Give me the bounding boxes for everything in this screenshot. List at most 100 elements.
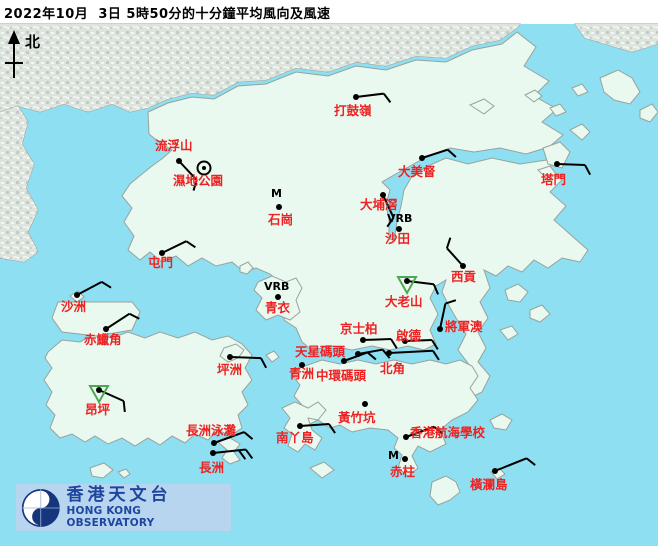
- station-label: 石崗: [267, 212, 293, 227]
- wind-barb-shaft: [388, 349, 433, 354]
- station-central-pier: 中環碼頭: [316, 351, 377, 383]
- wind-barb-feather: [238, 449, 247, 460]
- station-hk-sea-school: 香港航海學校: [403, 425, 486, 440]
- station-label: 橫瀾島: [470, 477, 508, 492]
- station-label: 打鼓嶺: [334, 103, 372, 118]
- wind-barb-feather: [328, 423, 336, 434]
- wind-barb-feather: [245, 448, 254, 460]
- station-label: 天星碼頭: [295, 344, 346, 359]
- station-cheung-chau: 長洲: [199, 448, 254, 475]
- outlying-islands: [69, 69, 658, 506]
- compass-arrowhead-icon: [8, 30, 20, 44]
- station-chek-lap-kok: 赤鱲角: [84, 312, 140, 347]
- station-dot: [362, 401, 368, 407]
- station-dot: [276, 204, 282, 210]
- station-dot: [380, 192, 386, 198]
- station-label: 流浮山: [155, 138, 193, 153]
- station-tseung-kwan-o: 將軍澳: [437, 299, 483, 334]
- wind-barb-shaft: [446, 247, 464, 267]
- station-dot: [210, 450, 216, 456]
- wind-barb-shaft: [421, 148, 448, 159]
- north-compass: 北: [5, 30, 40, 78]
- wind-barb-shaft: [98, 389, 125, 402]
- wind-barb-feather: [445, 299, 457, 305]
- wind-barb-shaft: [105, 312, 131, 330]
- station-dot: [403, 434, 409, 440]
- station-label: 大埔滘: [360, 197, 398, 212]
- station-aux-label: VRB: [387, 212, 412, 225]
- station-label: 赤柱: [390, 464, 416, 479]
- station-cheung-chau-beach: 長洲泳灘: [186, 423, 254, 446]
- wind-barb-feather: [447, 148, 457, 158]
- shenzhen-urban-area: [0, 23, 658, 263]
- station-label: 黃竹坑: [337, 410, 376, 425]
- wind-barb-feather: [432, 283, 440, 295]
- station-label: 沙洲: [61, 299, 86, 314]
- station-aux-label: M: [271, 187, 282, 200]
- station-label: 大老山: [385, 294, 423, 309]
- station-label: 大美督: [398, 164, 436, 179]
- wind-barb-shaft: [494, 457, 527, 472]
- hko-name-chinese: 香港天文台: [66, 484, 172, 505]
- station-dot: [96, 387, 102, 393]
- hong-kong-land: [43, 31, 658, 506]
- wind-barb-shaft: [556, 163, 586, 166]
- wind-vane-triangle-icon: [88, 385, 110, 405]
- station-label: 啟德: [396, 328, 422, 343]
- wind-barb-feather: [431, 339, 439, 350]
- station-dot: [396, 226, 402, 232]
- wind-barb-shaft: [355, 92, 384, 98]
- wind-barb-shaft: [161, 240, 187, 254]
- station-label: 屯門: [148, 255, 173, 270]
- station-dot: [341, 358, 347, 364]
- calm-wind-symbol-ring: [196, 160, 212, 176]
- station-dot: [297, 423, 303, 429]
- station-dot: [554, 161, 560, 167]
- wind-barb-feather: [129, 312, 140, 320]
- station-dot: [159, 250, 165, 256]
- wind-barb-feather: [584, 164, 592, 176]
- wind-barb-feather: [381, 349, 391, 359]
- station-label: 將軍澳: [445, 319, 483, 334]
- station-dot: [103, 326, 109, 332]
- wind-barb-shaft: [299, 422, 329, 427]
- station-label: 西貢: [451, 269, 477, 284]
- wind-barb-shaft: [76, 280, 103, 296]
- station-stanley: 赤柱 M: [388, 449, 416, 479]
- station-dot: [353, 94, 359, 100]
- station-lau-fau-shan: 流浮山: [155, 138, 198, 191]
- wind-barb-shaft: [382, 194, 395, 219]
- north-label: 北: [25, 33, 40, 51]
- hko-emblem-icon: [21, 488, 60, 527]
- station-lamma-island: 南丫島: [276, 422, 336, 445]
- station-dot: [227, 354, 233, 360]
- wind-barb-shaft: [405, 425, 435, 438]
- wind-barb-feather: [260, 357, 268, 369]
- station-dot: [419, 155, 425, 161]
- page-title: 2022年10月 3日 5時50分的十分鐘平均風向及風速: [4, 7, 331, 22]
- station-label: 香港航海學校: [409, 425, 486, 440]
- station-sha-tin: 沙田 VRB: [385, 212, 412, 246]
- station-label: 北角: [380, 361, 405, 376]
- station-sai-kung: 西貢: [445, 237, 477, 284]
- land-lamma-island: [281, 401, 327, 453]
- station-waglan-island: 橫瀾島: [470, 457, 536, 492]
- station-tsing-yi: 青衣 VRB: [264, 280, 291, 315]
- station-label: 中環碼頭: [316, 368, 367, 383]
- station-dot: [74, 292, 80, 298]
- wind-barb-feather: [432, 350, 440, 361]
- station-wong-chuk-hang: 黃竹坑: [337, 401, 376, 425]
- station-peng-chau: 坪洲: [217, 354, 268, 377]
- wind-barb-feather: [382, 92, 392, 103]
- station-label: 赤鱲角: [84, 332, 122, 347]
- station-tuen-mun: 屯門: [148, 240, 196, 270]
- station-label: 青洲: [289, 366, 314, 381]
- wind-barb-feather: [525, 457, 536, 466]
- wind-barb-shaft: [404, 339, 433, 342]
- station-aux-label: VRB: [264, 280, 289, 293]
- station-label: 青衣: [265, 300, 291, 315]
- land-lantau-island: [43, 331, 253, 447]
- station-dot: [460, 263, 466, 269]
- wind-barb-shaft: [343, 351, 368, 362]
